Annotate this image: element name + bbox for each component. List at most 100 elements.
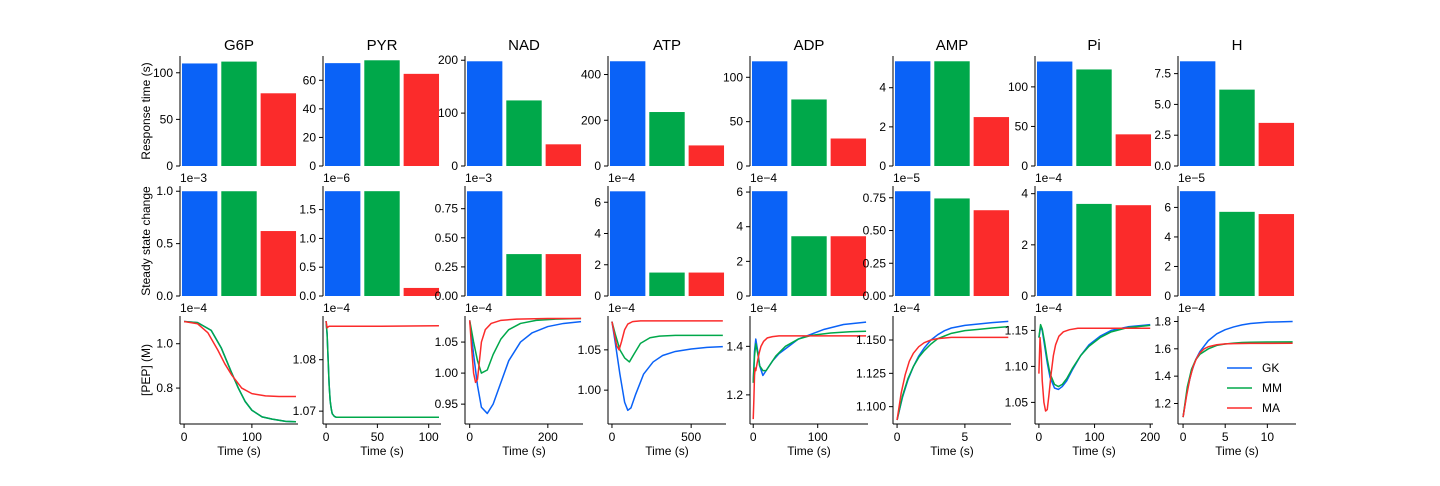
x-axis-label: Time (s) xyxy=(1215,444,1259,458)
scale-offset-label: 1e−4 xyxy=(465,301,492,315)
y-tick-label: 1.125 xyxy=(856,366,886,380)
y-tick-label: 4 xyxy=(736,220,743,234)
x-tick-label: 10 xyxy=(1261,430,1275,444)
bar-mm xyxy=(221,191,257,296)
bar-ma xyxy=(688,272,725,296)
x-tick-label: 0 xyxy=(466,430,473,444)
bar-mm xyxy=(1219,89,1255,166)
bar-mm xyxy=(364,191,400,296)
y-tick-label: 0.0 xyxy=(299,289,316,303)
bar-gk xyxy=(466,191,503,296)
bar-ma xyxy=(1258,214,1295,296)
bar-gk xyxy=(1036,61,1073,167)
y-tick-label: 100 xyxy=(1008,80,1028,94)
panel-response-Pi: Pi 0 50 100 xyxy=(1008,37,1152,173)
x-axis-label: Time (s) xyxy=(930,444,974,458)
legend: GK MM MA xyxy=(1227,361,1282,415)
y-tick-label: 0.00 xyxy=(863,289,887,303)
series-line-gk xyxy=(468,320,582,415)
series-line-ma xyxy=(183,320,296,398)
panel-steady-ADP: 1e−4 0 2 4 6 xyxy=(736,171,867,303)
y-tick-label: 2.5 xyxy=(1154,128,1171,142)
x-tick-label: 100 xyxy=(419,430,439,444)
series-line-gk xyxy=(896,320,1009,421)
legend-label-mm: MM xyxy=(1262,381,1282,395)
scale-offset-label: 1e−4 xyxy=(750,301,777,315)
bar-mm xyxy=(1219,211,1255,296)
bar-gk xyxy=(1179,61,1216,166)
panel-steady-Pi: 1e−4 0 2 4 xyxy=(1021,171,1152,303)
y-tick-label: 1.05 xyxy=(435,335,459,349)
y-tick-label: 0.5 xyxy=(156,237,173,251)
bar-mm xyxy=(649,112,685,166)
bar-ma xyxy=(1115,134,1152,166)
series-line-mm xyxy=(611,321,723,363)
bar-gk xyxy=(181,63,218,166)
scale-offset-label: 1e−4 xyxy=(608,171,635,185)
scale-offset-label: 1e−4 xyxy=(1178,301,1205,315)
y-tick-label: 1.100 xyxy=(856,400,886,414)
bar-mm xyxy=(221,61,257,167)
bar-mm xyxy=(791,236,827,296)
bar-gk xyxy=(609,61,646,167)
y-tick-label: 0.95 xyxy=(435,397,459,411)
panel-response-ATP: ATP 0 200 400 xyxy=(581,37,725,173)
series-line-mm xyxy=(184,320,297,423)
bar-gk xyxy=(1179,191,1216,296)
bar-gk xyxy=(324,191,361,296)
x-tick-label: 100 xyxy=(808,430,828,444)
x-tick-label: 0 xyxy=(1036,430,1043,444)
x-tick-label: 0 xyxy=(609,430,616,444)
y-tick-label: 2 xyxy=(879,120,886,134)
y-tick-label: 0.75 xyxy=(863,191,887,205)
panel-pep-PYR: 1e−4 0 50 100 Time (s) 1.07 1.08 xyxy=(293,301,441,458)
y-tick-label: 0 xyxy=(1021,159,1028,173)
bar-gk xyxy=(894,61,931,166)
y-tick-label: 1.6 xyxy=(1154,342,1171,356)
bar-ma xyxy=(1115,205,1152,296)
y-axis-label: Steady state change xyxy=(139,186,153,296)
series-line-gk xyxy=(184,320,297,423)
x-axis-label: Time (s) xyxy=(1072,444,1116,458)
panel-steady-AMP: 1e−5 0.00 0.25 0.50 0.75 xyxy=(863,171,1010,303)
bar-gk xyxy=(894,191,931,296)
series-line-mm xyxy=(752,330,867,383)
bar-mm xyxy=(1076,69,1112,166)
bar-mm xyxy=(364,60,400,166)
scale-offset-label: 1e−4 xyxy=(323,301,350,315)
x-tick-label: 0 xyxy=(894,430,901,444)
y-tick-label: 4 xyxy=(1021,187,1028,201)
y-tick-label: 1.0 xyxy=(156,337,173,351)
bar-ma xyxy=(260,93,297,166)
series-line-mm xyxy=(468,317,582,374)
y-tick-label: 100 xyxy=(438,106,458,120)
bar-ma xyxy=(830,138,867,166)
bar-mm xyxy=(934,198,970,296)
y-axis-label: [PEP] (M) xyxy=(139,344,153,396)
bar-ma xyxy=(403,287,440,296)
y-tick-label: 1.00 xyxy=(578,383,602,397)
y-tick-label: 1.00 xyxy=(435,366,459,380)
bar-ma xyxy=(973,117,1010,166)
series-line-ma xyxy=(1038,327,1151,412)
y-tick-label: 60 xyxy=(303,73,317,87)
y-tick-label: 1.05 xyxy=(578,343,602,357)
scale-offset-label: 1e−5 xyxy=(893,171,920,185)
x-tick-label: 0 xyxy=(1180,430,1187,444)
panel-steady-ATP: 1e−4 0 2 4 6 xyxy=(594,171,725,303)
y-tick-label: 0.50 xyxy=(435,231,459,245)
y-tick-label: 0.75 xyxy=(435,202,459,216)
y-tick-label: 4 xyxy=(879,81,886,95)
y-tick-label: 6 xyxy=(736,185,743,199)
y-tick-label: 100 xyxy=(153,66,173,80)
y-tick-label: 0.25 xyxy=(863,256,887,270)
y-tick-label: 2 xyxy=(1021,238,1028,252)
y-tick-label: 0.00 xyxy=(435,289,459,303)
panel-response-AMP: AMP 0 2 4 xyxy=(879,37,1010,173)
y-tick-label: 0 xyxy=(594,289,601,303)
panel-response-NAD: NAD 0 100 200 xyxy=(438,37,582,173)
